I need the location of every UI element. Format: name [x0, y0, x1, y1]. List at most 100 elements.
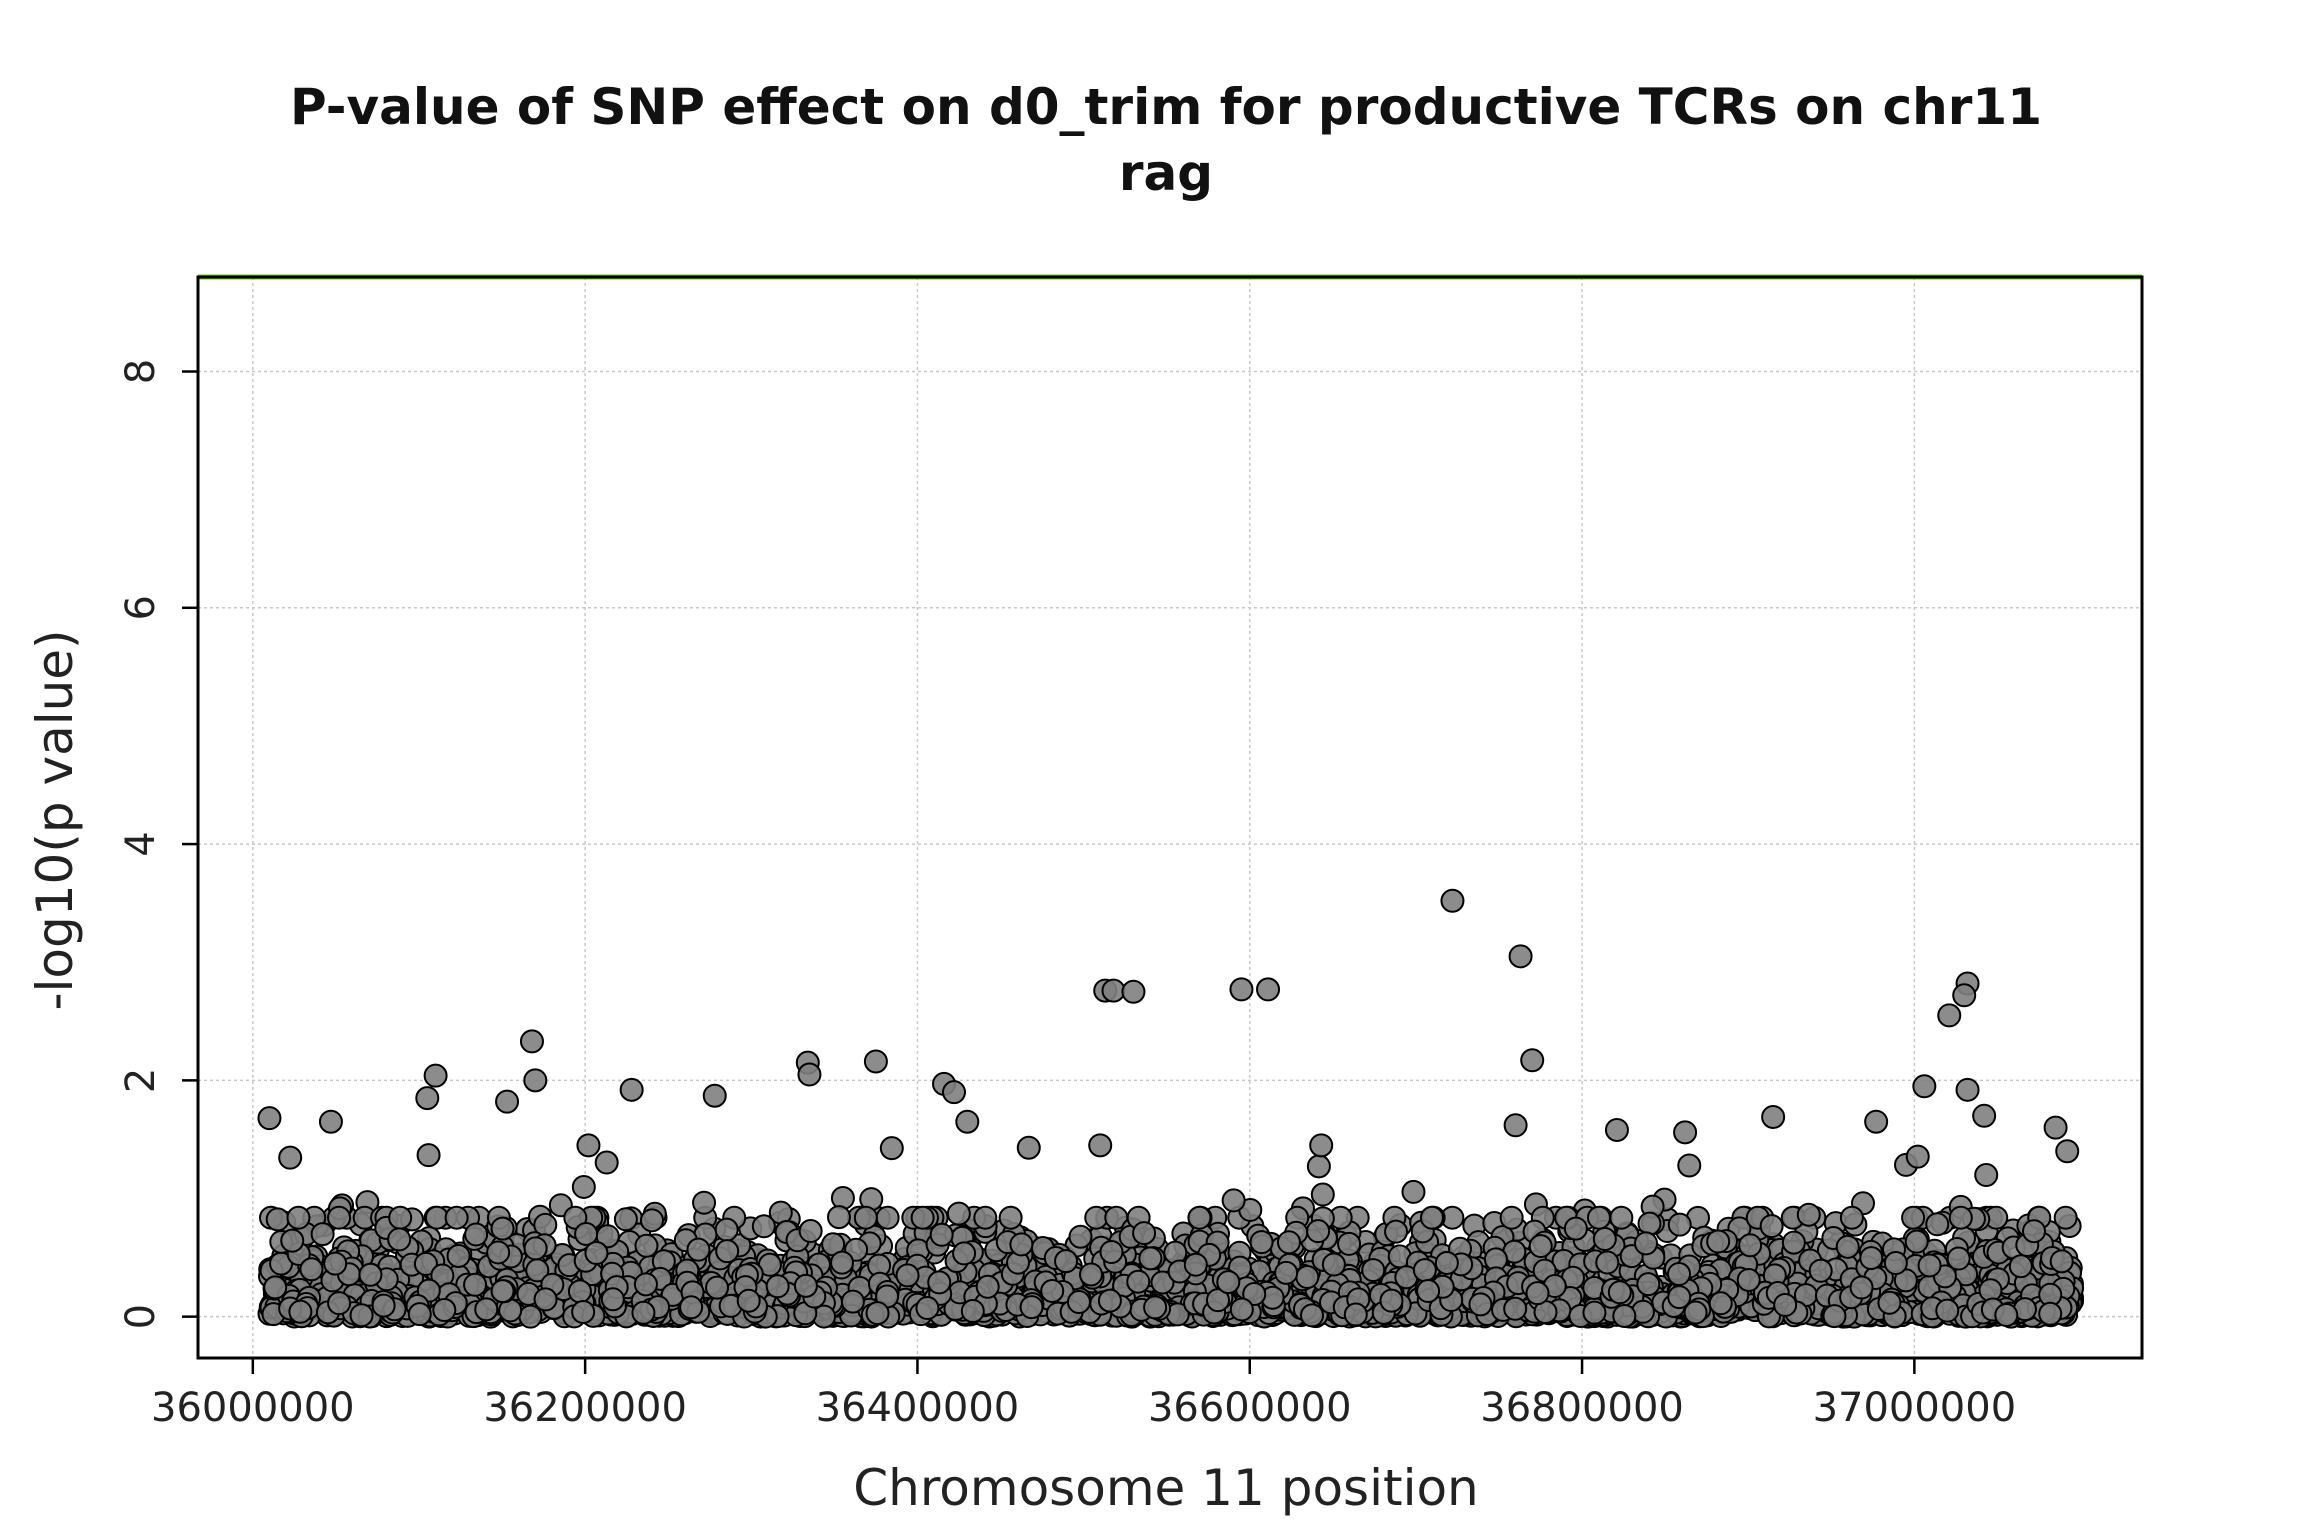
chart-title-line-2: rag: [1119, 144, 1213, 202]
data-point: [631, 1300, 656, 1325]
data-points: [257, 888, 2085, 1329]
data-point: [318, 1109, 343, 1134]
data-point: [1205, 1288, 1230, 1313]
data-point: [1773, 1292, 1798, 1317]
data-point: [327, 1291, 352, 1316]
data-point: [1143, 1295, 1168, 1320]
data-point: [1054, 1249, 1079, 1274]
x-tick-label: 36400000: [816, 1385, 1020, 1431]
data-point: [571, 1174, 596, 1199]
data-point: [1009, 1232, 1034, 1257]
data-point: [257, 1106, 282, 1131]
data-point: [910, 1205, 935, 1230]
data-point: [702, 1083, 727, 1108]
data-point: [1099, 1240, 1124, 1265]
data-point: [1595, 1250, 1620, 1275]
data-point: [2055, 1139, 2080, 1164]
data-point: [973, 1205, 998, 1230]
data-point: [634, 1233, 659, 1258]
data-point: [942, 1080, 966, 1105]
data-point: [1835, 1234, 1860, 1259]
data-point: [1528, 1234, 1553, 1259]
data-point: [490, 1216, 515, 1241]
x-axis: 36000000 36200000 36400000 36600000 36800000…: [151, 1358, 2016, 1431]
data-point: [567, 1279, 592, 1304]
data-point: [1097, 1288, 1122, 1313]
x-tick-label: 36800000: [1480, 1385, 1684, 1431]
data-point: [1636, 1272, 1661, 1297]
data-point: [1849, 1275, 1874, 1300]
data-point: [1609, 1205, 1634, 1230]
data-point: [1416, 1279, 1441, 1304]
data-point: [265, 1207, 290, 1232]
x-tick-label: 37000000: [1813, 1385, 2017, 1431]
data-point: [1859, 1246, 1884, 1271]
data-point: [2049, 1249, 2074, 1274]
data-point: [1839, 1205, 1864, 1230]
data-point: [1781, 1230, 1806, 1255]
data-point: [840, 1289, 865, 1314]
data-point: [486, 1240, 511, 1265]
data-point: [1808, 1258, 1833, 1283]
data-point: [1419, 1205, 1444, 1230]
y-axis-label: -log10(p value): [26, 629, 84, 1010]
data-point: [1952, 983, 1977, 1008]
data-point: [1946, 1246, 1971, 1271]
chart-title-line-1: P-value of SNP effect on d0_trim for pro…: [290, 78, 2042, 136]
data-point: [1401, 1179, 1426, 1204]
data-point: [1503, 1113, 1528, 1138]
data-point: [1256, 977, 1281, 1002]
data-point: [1300, 1303, 1325, 1328]
data-point: [1667, 1261, 1692, 1286]
data-point: [1673, 1120, 1698, 1145]
y-tick-label: 0: [118, 1304, 164, 1329]
data-point: [576, 1133, 601, 1158]
data-point: [2053, 1205, 2078, 1230]
y-axis: 0 2 4 6 8: [118, 359, 198, 1329]
data-point: [280, 1228, 305, 1253]
data-point: [1503, 1296, 1528, 1321]
data-point: [1343, 1302, 1368, 1327]
data-point: [619, 1077, 644, 1102]
data-point: [1068, 1224, 1093, 1249]
data-point: [952, 1241, 977, 1266]
data-point: [927, 1270, 952, 1295]
data-point: [463, 1272, 488, 1297]
data-point: [1759, 1214, 1784, 1239]
data-point: [490, 1279, 515, 1304]
x-tick-label: 36600000: [1148, 1385, 1352, 1431]
data-point: [278, 1145, 303, 1170]
data-point: [1612, 1303, 1637, 1328]
data-point: [1592, 1227, 1617, 1252]
data-point: [327, 1205, 352, 1230]
data-point: [416, 1143, 441, 1168]
data-point: [1706, 1229, 1731, 1254]
data-point: [1499, 1205, 1524, 1230]
data-point: [1078, 1262, 1103, 1287]
data-point: [1229, 977, 1254, 1002]
data-point: [1525, 1281, 1550, 1306]
data-point: [1434, 1250, 1459, 1275]
data-point: [1955, 1077, 1980, 1102]
data-point: [714, 1217, 739, 1242]
data-point: [1822, 1304, 1847, 1329]
y-tick-label: 2: [118, 1068, 164, 1093]
data-point: [1183, 1252, 1208, 1277]
x-tick-label: 36000000: [151, 1385, 355, 1431]
data-point: [1901, 1205, 1926, 1230]
data-point: [765, 1274, 790, 1299]
data-point: [388, 1205, 413, 1230]
data-point: [1864, 1109, 1889, 1134]
data-point: [1917, 1253, 1942, 1278]
data-point: [853, 1205, 878, 1230]
data-point: [797, 1062, 822, 1087]
data-point: [1306, 1219, 1331, 1244]
data-point: [2038, 1301, 2063, 1326]
data-point: [358, 1262, 383, 1287]
data-point: [495, 1089, 520, 1114]
data-point: [998, 1205, 1023, 1230]
data-point: [1738, 1233, 1763, 1258]
data-point: [915, 1296, 940, 1321]
data-point: [299, 1257, 324, 1282]
